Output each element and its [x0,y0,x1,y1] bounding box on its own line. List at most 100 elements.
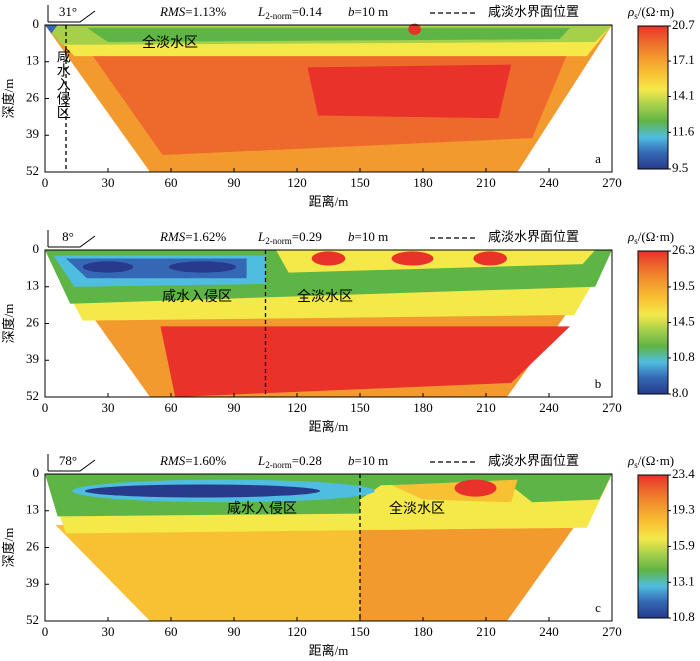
x-tick-label: 210 [476,175,496,190]
colorbar [637,474,669,619]
colorbar-label: ρs/(Ω·m) [627,453,674,470]
colorbar-tick-label: 14.5 [672,314,695,329]
b-value: =10 m [355,453,389,468]
rms-name: RMS [159,229,186,244]
contour-region [276,250,596,273]
contour-region [82,261,134,273]
x-tick-label: 60 [165,624,178,639]
x-tick-label: 150 [350,624,370,639]
rho-unit: /(Ω·m) [638,229,674,244]
angle-label: 8° [62,229,74,244]
x-tick-label: 210 [476,624,496,639]
panel-label: c [595,600,601,615]
y-tick-label: 26 [26,538,40,553]
x-tick-label: 60 [165,175,178,190]
region-label: 咸水入侵区 [55,49,71,119]
x-tick-label: 0 [42,175,49,190]
x-tick-label: 60 [165,400,178,415]
colorbar-label: ρs/(Ω·m) [627,229,674,246]
y-tick-label: 39 [26,126,39,141]
region-label: 咸水入侵区 [162,288,232,305]
x-axis-label: 距离/m [309,419,349,434]
colorbar [637,250,669,395]
x-tick-label: 240 [539,175,559,190]
y-tick-label: 26 [26,314,40,329]
rho: ρ [627,453,634,468]
x-tick-label: 150 [350,400,370,415]
x-tick-label: 30 [102,175,115,190]
y-tick-label: 39 [26,575,39,590]
rho-sub: s [634,460,638,470]
y-tick-label: 52 [26,163,39,178]
colorbar-tick-label: 19.5 [672,278,695,293]
x-tick-label: 90 [228,175,241,190]
colorbar-tick-label: 17.1 [672,52,695,67]
l2-text: L2-norm=0.14 [257,4,322,21]
panel: 0 30 60 90 120 150 180 210 240 270 0 13 26 39 52 距离/m 深度… [1,229,695,434]
y-tick-label: 52 [26,388,39,403]
l2-name: L [257,229,265,244]
legend-text: 咸淡水界面位置 [488,229,579,244]
l2-sub: 2-norm [265,11,292,21]
x-axis-label: 距离/m [309,643,349,658]
l2-value: =0.14 [292,4,323,19]
colorbar [637,25,669,170]
x-tick-label: 180 [413,624,433,639]
colorbar-tick-label: 19.3 [672,502,695,517]
y-tick-label: 13 [26,53,39,68]
angle-line [48,235,96,248]
y-tick-label: 52 [26,612,39,627]
contour-region [311,251,346,266]
x-tick-label: 270 [602,624,622,639]
colorbar-tick-label: 9.5 [672,160,688,175]
l2-name: L [257,4,265,19]
colorbar-label: ρs/(Ω·m) [627,4,674,21]
x-tick-label: 90 [228,624,241,639]
y-tick-label: 0 [33,465,40,480]
contour-region [360,474,612,503]
legend-text: 咸淡水界面位置 [488,4,579,19]
contour-region [168,261,237,273]
rho: ρ [627,4,634,19]
x-tick-label: 90 [228,400,241,415]
x-tick-label: 240 [539,400,559,415]
rms-name: RMS [159,4,186,19]
rho-sub: s [634,236,638,246]
region-label: 全淡水区 [142,34,198,51]
l2-sub: 2-norm [265,460,292,470]
region-label: 咸水入侵区 [227,500,297,517]
colorbar-tick-label: 23.4 [672,466,695,481]
b-value: =10 m [355,229,389,244]
b-text: b=10 m [348,453,388,468]
y-tick-label: 13 [26,278,39,293]
rms-text: RMS=1.62% [159,229,226,244]
colorbar-tick-label: 11.6 [672,123,695,138]
x-tick-label: 0 [42,624,49,639]
panel-label: b [595,376,602,391]
region-label: 全淡水区 [297,288,353,305]
l2-name: L [257,453,265,468]
x-tick-label: 180 [413,400,433,415]
contour-region [307,64,512,119]
y-tick-label: 13 [26,502,39,517]
contour-region [45,25,58,34]
x-tick-label: 30 [102,400,115,415]
angle-label: 31° [59,4,77,19]
contour-region [473,251,508,266]
contour-region [87,27,570,42]
x-tick-label: 120 [287,400,307,415]
colorbar-tick-label: 13.1 [672,573,695,588]
l2-value: =0.29 [292,229,322,244]
colorbar-tick-label: 10.8 [672,349,695,364]
x-tick-label: 210 [476,400,496,415]
panel: 0 30 60 90 120 150 180 210 240 270 0 13 26 39 52 距离/m 深度… [1,453,695,658]
colorbar-tick-label: 20.7 [672,17,695,32]
l2-value: =0.28 [292,453,322,468]
contour-region [55,524,360,621]
b-text: b=10 m [348,229,388,244]
rms-value: =1.62% [185,229,226,244]
x-tick-label: 270 [602,175,622,190]
y-tick-label: 0 [33,16,40,31]
legend-text: 咸淡水界面位置 [488,453,579,468]
